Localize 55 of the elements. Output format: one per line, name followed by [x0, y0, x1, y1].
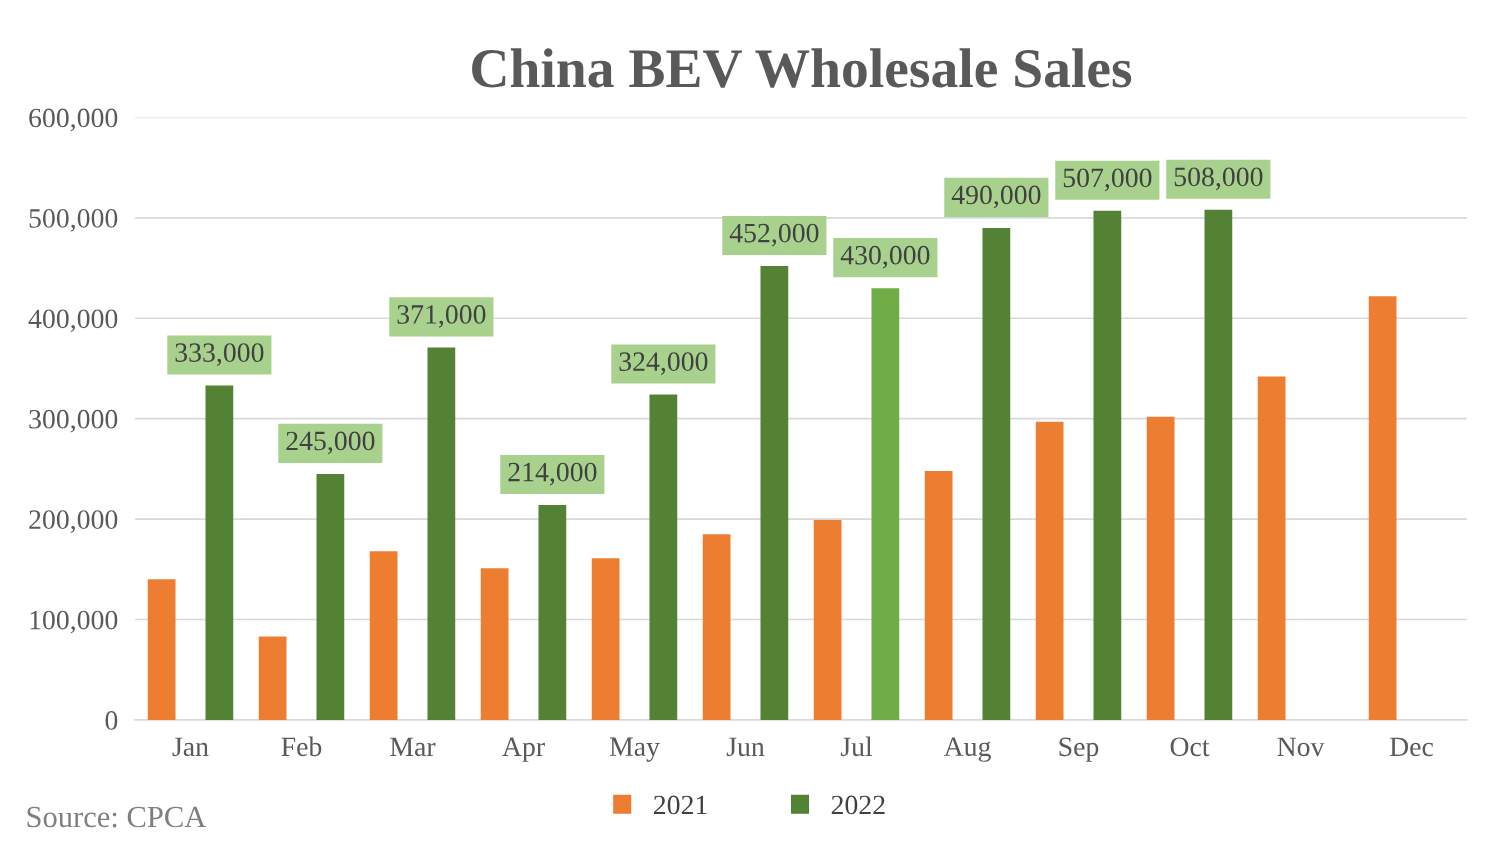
bar: [316, 473, 345, 720]
bar: [591, 558, 620, 720]
y-tick-label: 300,000: [29, 409, 118, 433]
bar: [427, 347, 456, 720]
bar: [982, 227, 1011, 720]
y-tick-label: 400,000: [28, 309, 118, 333]
data-label: 324,000: [619, 352, 708, 375]
bar: [369, 551, 398, 720]
bar: [258, 636, 287, 720]
bar: [480, 568, 509, 720]
legend-label: 2021: [654, 795, 707, 815]
x-tick-label: Dec: [1389, 737, 1433, 757]
y-tick-label: 500,000: [29, 209, 118, 232]
bar: [1368, 296, 1397, 720]
x-tick-label: Aug: [943, 737, 991, 762]
data-label: 508,000: [1174, 167, 1263, 191]
bar: [538, 505, 567, 720]
data-label: 507,000: [1063, 168, 1152, 192]
x-tick-label: Jul: [840, 736, 873, 757]
y-tick-label: 200,000: [29, 510, 118, 534]
bar: [871, 288, 900, 720]
x-tick-label: Jun: [726, 737, 765, 757]
bar: [1204, 209, 1233, 720]
bar: [1257, 376, 1286, 720]
x-tick-label: Mar: [390, 737, 436, 757]
source-note: Source: CPCA: [27, 806, 207, 828]
bar: [702, 534, 731, 720]
data-label: 430,000: [840, 245, 930, 269]
bar: [649, 394, 678, 720]
y-tick-label: 0: [105, 711, 118, 730]
x-tick-label: May: [609, 737, 660, 762]
data-label: 333,000: [175, 343, 264, 366]
chart-title: China BEV Wholesale Sales: [472, 48, 1132, 88]
bar: [1146, 416, 1175, 720]
bar: [813, 520, 842, 720]
bar: [1035, 421, 1064, 720]
data-label: 214,000: [508, 462, 597, 486]
x-tick-label: Apr: [502, 737, 545, 762]
data-label: 452,000: [729, 223, 819, 247]
bar: [760, 266, 789, 720]
data-label: 490,000: [951, 185, 1041, 209]
bar: [924, 470, 953, 720]
x-tick-label: Jan: [172, 737, 209, 757]
x-tick-label: Nov: [1277, 737, 1325, 757]
bar: [1093, 210, 1122, 720]
y-tick-label: 600,000: [29, 108, 118, 132]
bar: [147, 579, 176, 720]
legend-label: 2022: [831, 795, 885, 815]
data-label: 245,000: [286, 431, 375, 455]
data-label: 371,000: [397, 305, 486, 328]
y-tick-label: 100,000: [30, 610, 118, 634]
x-tick-label: Oct: [1170, 737, 1210, 757]
bar: [205, 385, 234, 720]
x-tick-label: Sep: [1059, 737, 1099, 762]
x-tick-label: Feb: [281, 736, 322, 757]
